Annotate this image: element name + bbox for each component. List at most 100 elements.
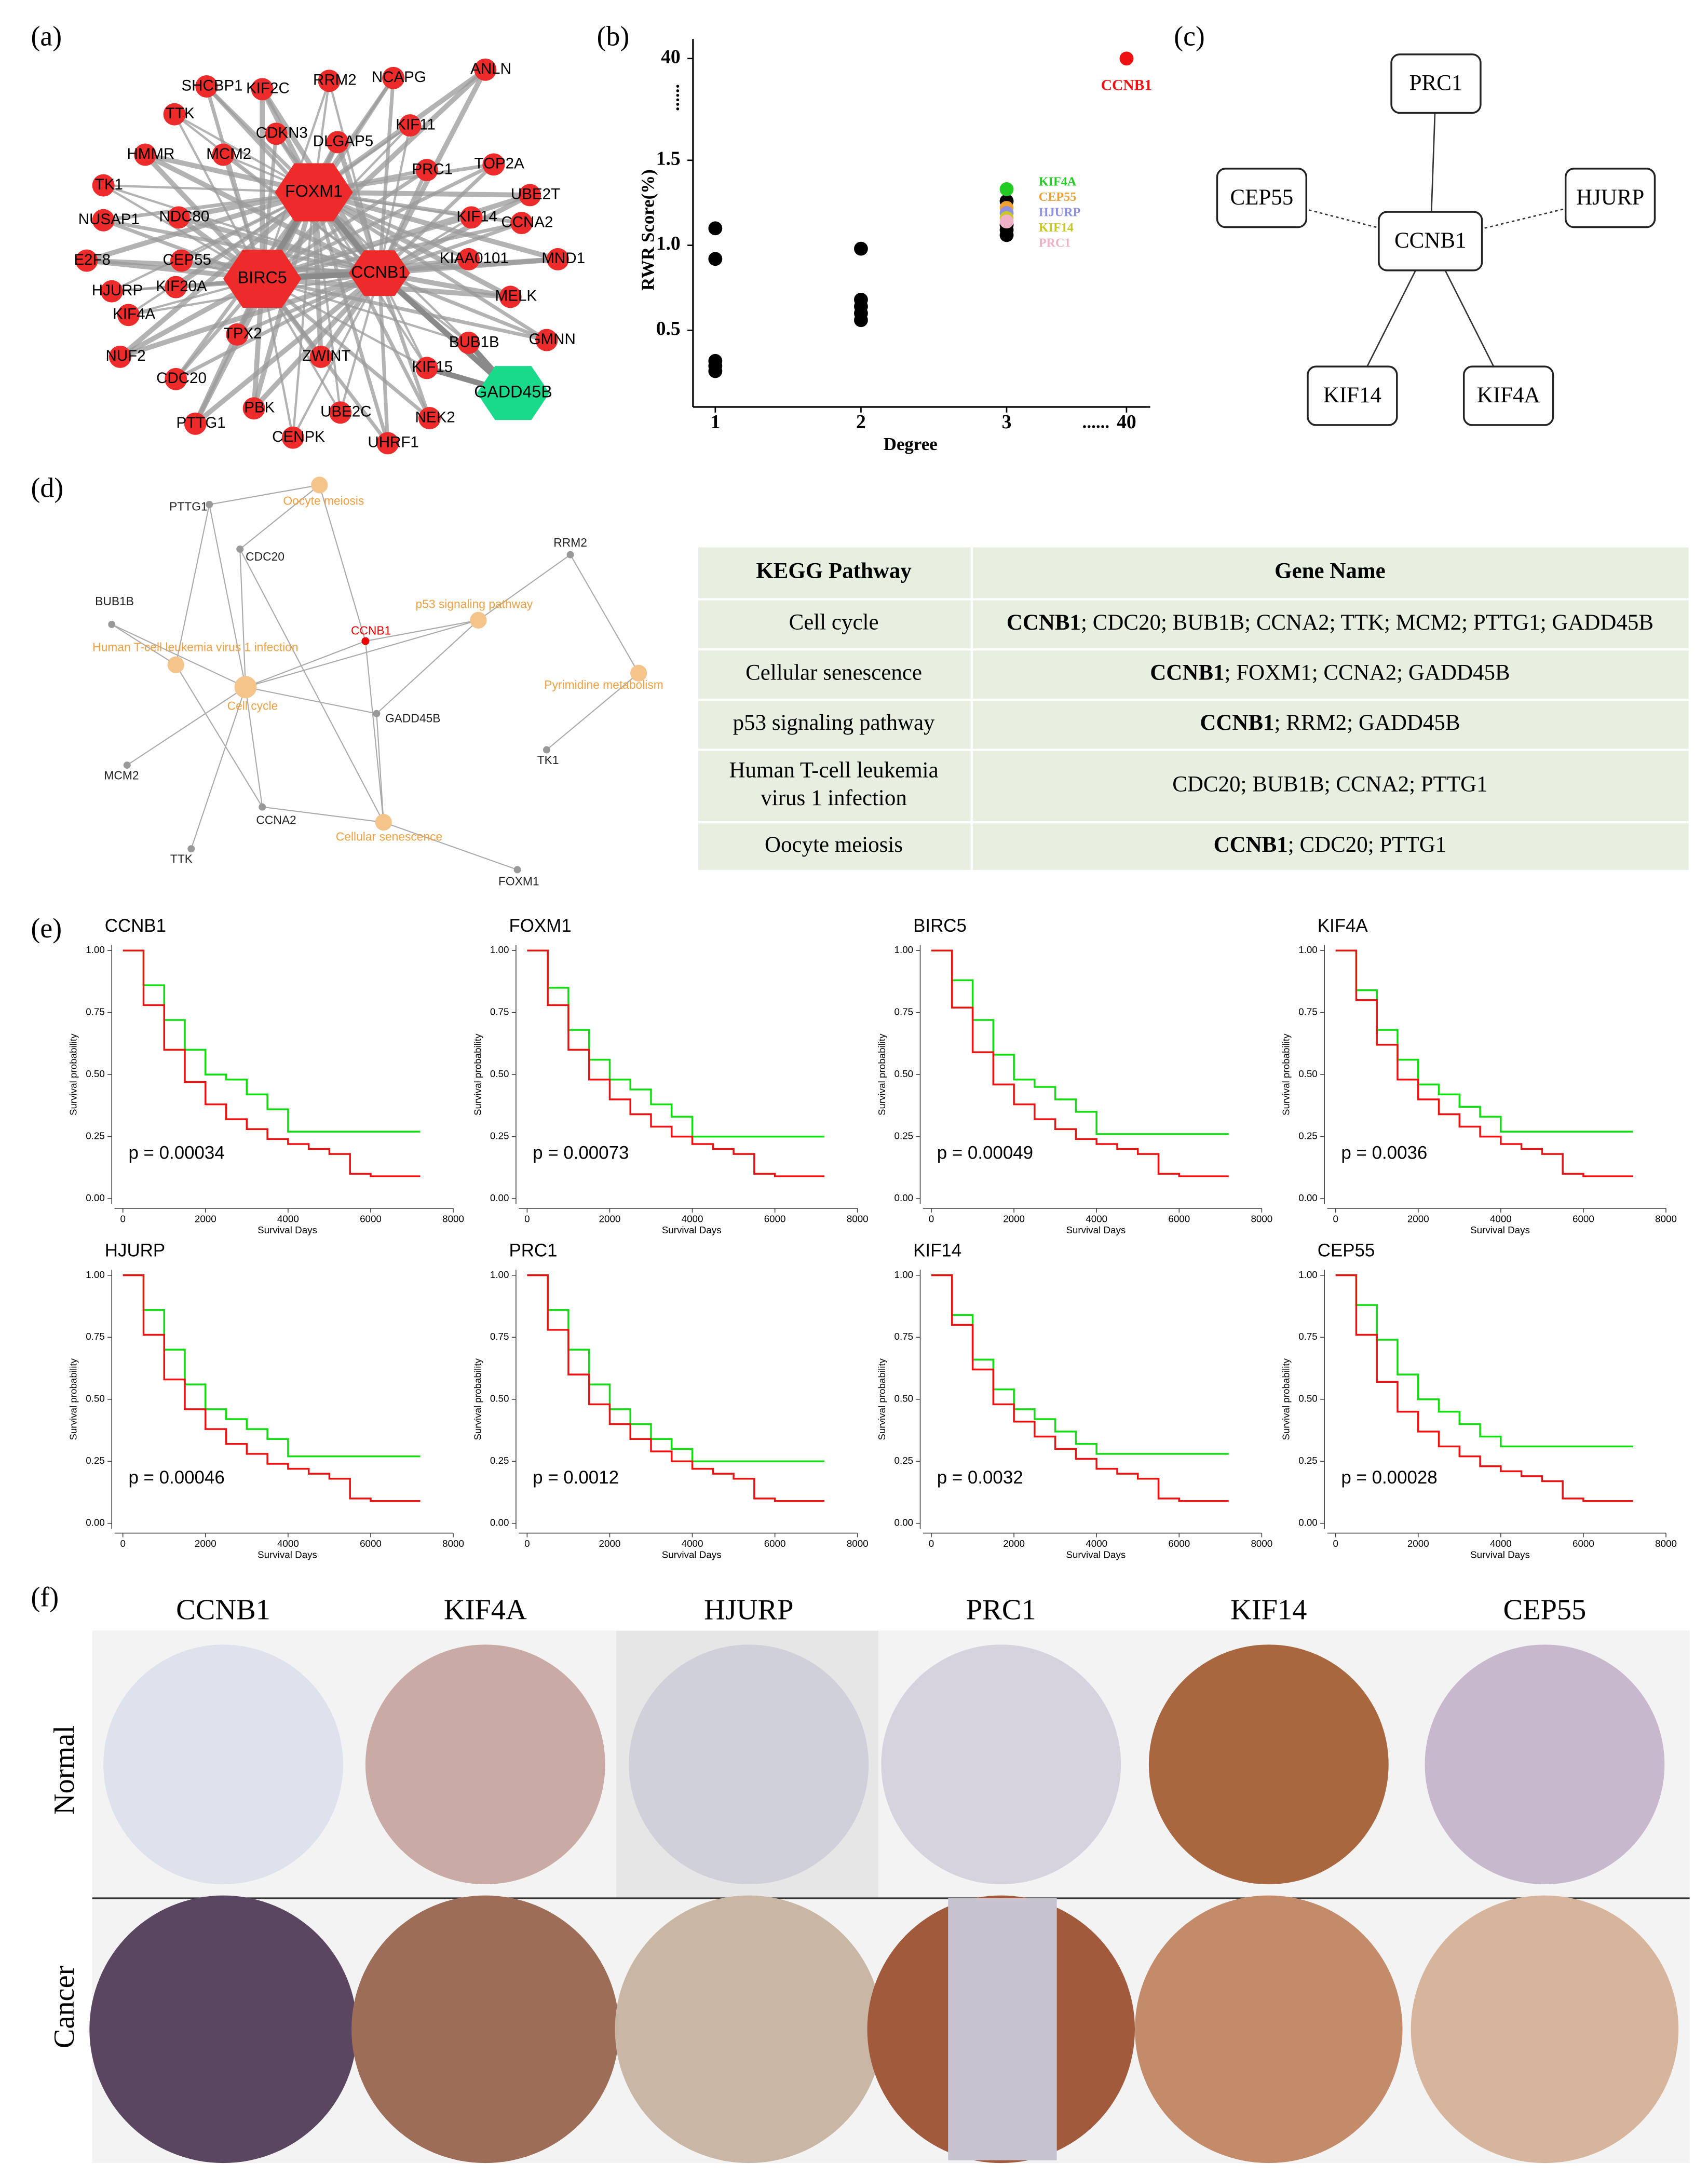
point-label: KIF14 [1039,221,1074,235]
node [251,78,274,101]
column-label: KIF4A [444,1594,527,1626]
node [418,407,441,429]
point [708,221,723,236]
plot-title: CCNB1 [105,916,166,936]
node [206,500,213,508]
node [630,664,647,682]
node [309,345,332,368]
x-axis-label: Degree [884,434,938,454]
plot-title: HJURP [105,1240,165,1260]
gene-highlight: CCNB1 [1200,711,1274,735]
edge [376,620,479,714]
node [318,70,341,92]
panel-label: (c) [1174,21,1205,52]
y-tick-label: 0.25 [490,1455,509,1466]
tissue-cancer [1411,1895,1679,2164]
node-label: BIRC5 [238,268,287,287]
x-tick-label: 3 [1002,412,1012,433]
node-label: TTK [166,105,195,122]
x-tick-label: 2 [856,412,866,433]
node-label: MELK [495,288,537,305]
survival-curve [1335,949,1633,1177]
x-tick-label: 6000 [360,1538,382,1549]
column-label: PRC1 [966,1594,1036,1626]
edge [245,619,479,688]
table-cell-text: CCNB1; CDC20; BUB1B; CCNA2; TTK; MCM2; P… [1007,610,1653,635]
node [281,426,304,449]
x-tick-label: 0 [1333,1538,1338,1549]
node [373,710,381,717]
node [513,866,521,874]
panel-label: (d) [31,472,63,503]
y-tick-label: 0.00 [86,1192,105,1203]
node-label: FOXM1 [285,182,343,200]
node-label: GADD45B [385,712,441,725]
x-axis-label: Survival Days [662,1224,722,1235]
x-tick-label: 4000 [682,1213,703,1224]
x-tick-label: 8000 [1251,1213,1272,1224]
node [187,845,195,853]
y-tick-label: 0.50 [490,1068,509,1079]
node [265,123,288,145]
gene-list: ; CDC20; PTTG1 [1288,833,1446,857]
table-cell-text: virus 1 infection [761,786,907,810]
node-label: PTTG1 [169,499,208,513]
node-label: NCAPG [372,69,426,86]
node-label: NDC80 [159,208,209,225]
y-axis-label: Survival probability [68,1033,79,1115]
node-label: TK1 [95,176,123,193]
x-tick-label: 4000 [1086,1538,1107,1549]
edge [245,641,366,688]
edge [364,641,384,823]
x-tick-label: 2000 [599,1538,621,1549]
column-label: CCNB1 [176,1594,270,1626]
node-label: UBE2T [511,186,560,203]
edge [478,554,571,621]
x-tick-label: 4000 [682,1538,703,1549]
x-tick-label: 6000 [1168,1538,1190,1549]
panel-label: (a) [31,21,62,52]
node-label: TPX2 [224,325,262,342]
x-axis-label: Survival Days [1066,1224,1126,1235]
edge [365,619,479,642]
x-tick-label: 0 [1333,1213,1338,1224]
node [163,103,186,126]
tissue-normal [1425,1644,1665,1885]
node [100,280,123,303]
edge [127,686,246,766]
x-tick-label: 4000 [277,1538,299,1549]
y-tick-label: 0.25 [894,1131,914,1141]
y-tick-label: 0.50 [86,1068,105,1079]
point [854,313,868,328]
edge [378,163,495,275]
edge [378,271,548,342]
y-tick-label: 0.75 [490,1006,509,1017]
y-tick-label: 0.50 [894,1393,914,1404]
node-label: NUF2 [106,347,146,364]
node-label: CENPK [272,428,325,445]
node [92,174,115,197]
p-value: p = 0.00049 [937,1142,1033,1163]
plot-title: KIF4A [1318,916,1368,936]
node-label: NEK2 [415,409,455,426]
node-label: TTK [170,852,193,866]
x-tick-label: 0 [929,1538,934,1549]
edge [175,664,263,808]
edge [209,484,320,506]
node [499,285,522,308]
x-tick-label: 6000 [1573,1213,1594,1224]
y-axis-label: Survival probability [1281,1358,1292,1440]
hub-node [348,250,410,296]
node [259,803,266,811]
y-tick-label: 0.75 [894,1331,914,1342]
tissue-cancer [351,1895,619,2164]
edge [313,189,559,262]
edge [312,191,431,419]
node-label: CCNA2 [256,813,296,827]
node [519,184,541,207]
survival-curve [123,949,421,1177]
point [999,214,1014,229]
y-tick-label: 1.0 [656,233,681,254]
node-label: GADD45B [474,383,552,401]
node-label: PRC1 [412,160,453,178]
